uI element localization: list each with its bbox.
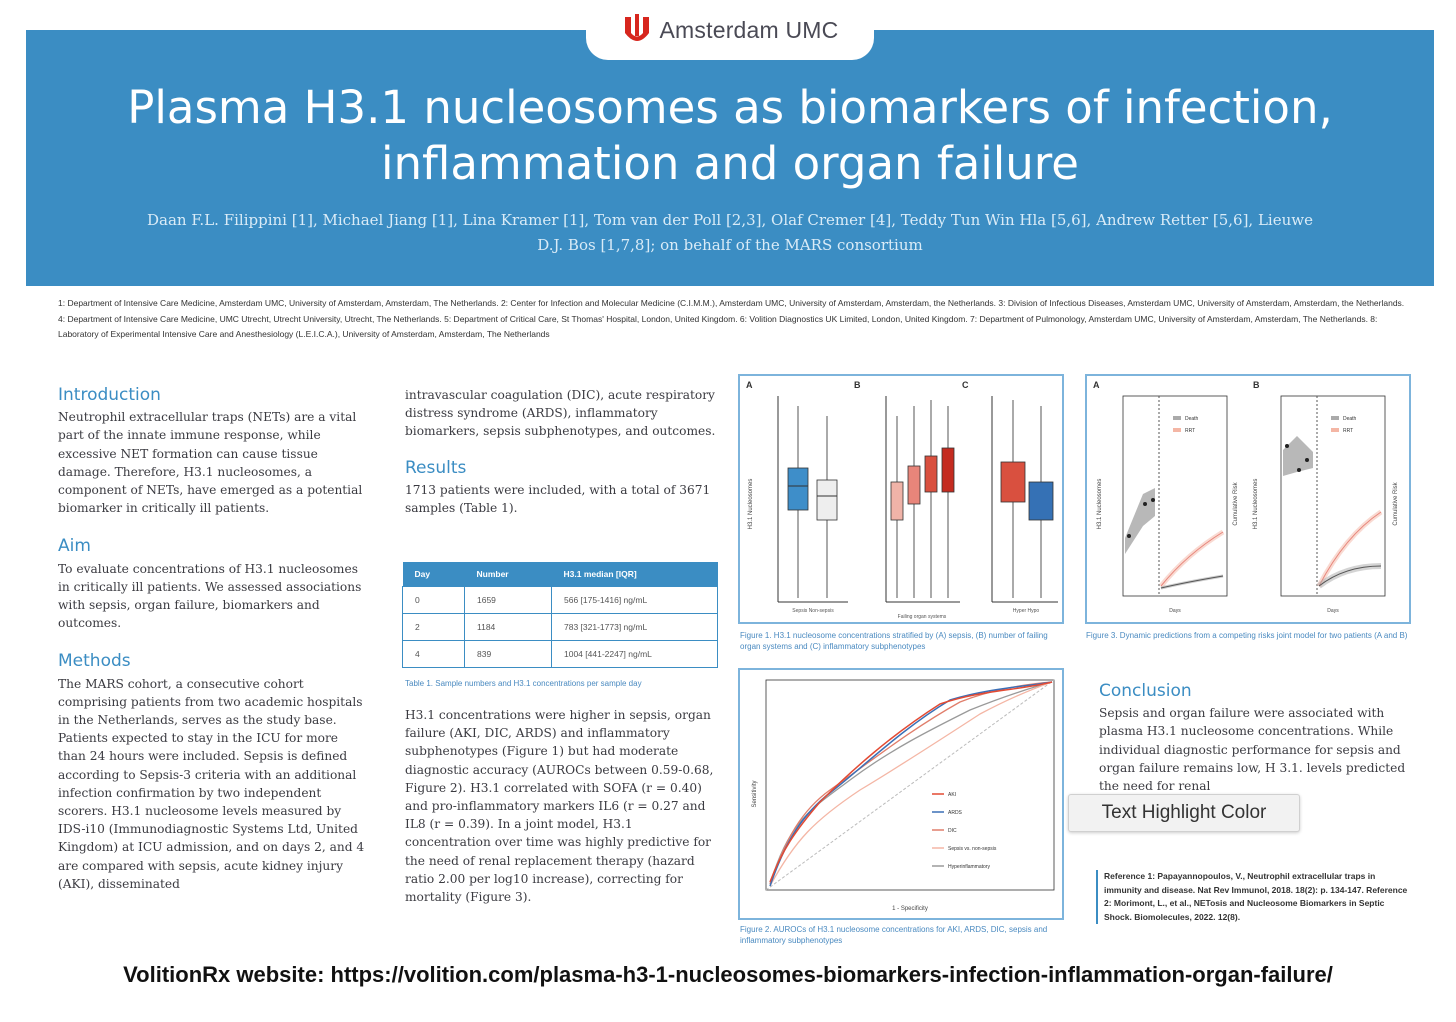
figure-1-caption: Figure 1. H3.1 nucleosome concentrations… [740, 631, 1048, 651]
legend-item: Sepsis vs. non-sepsis [948, 846, 997, 852]
roc-curve-hyperinflammatory [769, 681, 1053, 885]
box-hyper [1000, 461, 1026, 503]
x-axis-label: 1 - Specificity [892, 906, 928, 912]
table-cell: 783 [321-1773] ng/mL [551, 613, 718, 641]
introduction-text: Neutrophil extracellular traps (NETs) ar… [58, 410, 363, 516]
panel-label: A [746, 380, 753, 390]
logo-tab: Amsterdam UMC [586, 0, 874, 60]
conclusion-heading: Conclusion [1099, 681, 1192, 701]
conclusion-section: Conclusion Sepsis and organ failure were… [1099, 682, 1417, 795]
panel-label: A [1093, 380, 1100, 390]
y-axis-label-left-b: H3.1 Nucleosomes [1253, 479, 1259, 530]
table-cell: 0 [402, 586, 465, 614]
box-organ-1 [907, 465, 921, 505]
roc-curve-ards [769, 681, 1053, 887]
footer-source: VolitionRx website: https://volition.com… [123, 962, 1333, 987]
box-hypo [1028, 481, 1054, 521]
table-header-median: H3.1 median [IQR] [551, 562, 718, 587]
legend-item: ARDS [948, 810, 963, 816]
introduction-heading: Introduction [58, 385, 161, 405]
y-axis-label-left-a: H3.1 Nucleosomes [1097, 479, 1103, 530]
table-1: Day Number H3.1 median [IQR] 0 1659 566 … [402, 562, 718, 668]
methods-continued-text: intravascular coagulation (DIC), acute r… [405, 388, 716, 439]
roc-curve-aki [769, 681, 1053, 883]
figure-2-roc: Sensitivity AKI ARDS DIC Sepsis vs. non-… [752, 679, 1055, 912]
poster-title: Plasma H3.1 nucleosomes as biomarkers of… [60, 80, 1400, 192]
figure-1-boxplots: A B C H3.1 Nucleosomes Sepsis Non-sepsis… [746, 380, 1058, 620]
panel-label: B [854, 380, 861, 390]
x-axis-label-b: Failing organ systems [898, 614, 947, 620]
panel-label: B [1253, 380, 1260, 390]
box-non-sepsis [816, 479, 838, 521]
box-organ-2 [924, 455, 938, 493]
figure-1: A B C H3.1 Nucleosomes Sepsis Non-sepsis… [738, 374, 1064, 624]
authors-line-2: D.J. Bos [1,7,8]; on behalf of the MARS … [537, 236, 923, 254]
legend-item: AKI [948, 792, 956, 798]
table-1-caption: Table 1. Sample numbers and H3.1 concent… [405, 679, 642, 688]
title-line-1: Plasma H3.1 nucleosomes as biomarkers of… [127, 81, 1333, 134]
table-cell: 4 [402, 640, 465, 668]
figure-2-caption: Figure 2. AUROCs of H3.1 nucleosome conc… [740, 925, 1048, 945]
x-axis-label: Days [1169, 608, 1181, 614]
table-cell: 839 [464, 640, 552, 668]
x-axis-label-c: Hyper Hypo [1013, 608, 1040, 614]
figure-2: Sensitivity AKI ARDS DIC Sepsis vs. non-… [738, 668, 1064, 920]
x-axis-label-a: Sepsis Non-sepsis [792, 608, 834, 614]
results-text: 1713 patients were included, with a tota… [405, 482, 711, 516]
table-header-day: Day [402, 562, 465, 587]
figure-3: A B H3.1 Nucleosomes Cumulative Risk H3.… [1085, 374, 1411, 624]
results-heading: Results [405, 457, 467, 478]
box-organ-3 [941, 447, 955, 493]
table-cell: 1659 [464, 586, 552, 614]
table-cell: 1184 [464, 613, 552, 641]
legend-rrt: RRT [1343, 428, 1353, 434]
table-row: 2 1184 783 [321-1773] ng/mL [402, 613, 718, 641]
conclusion-text: Sepsis and organ failure were associated… [1099, 706, 1406, 794]
y-axis-label: Sensitivity [752, 780, 758, 807]
table-row: 0 1659 566 [175-1416] ng/mL [402, 586, 718, 614]
table-cell: 566 [175-1416] ng/mL [551, 586, 718, 614]
references: Reference 1: Papayannopoulos, V., Neutro… [1096, 870, 1408, 924]
text-highlight-color-tooltip: Text Highlight Color [1068, 794, 1300, 832]
x-axis-label: Days [1327, 608, 1339, 614]
aim-text: To evaluate concentrations of H3.1 nucle… [58, 561, 362, 631]
legend-rrt: RRT [1185, 428, 1195, 434]
legend-item: Hyperinflammatory [948, 864, 990, 870]
table-row: 4 839 1004 [441-2247] ng/mL [402, 640, 718, 668]
figure-3-caption: Figure 3. Dynamic predictions from a com… [1086, 631, 1408, 640]
panel-label: C [962, 380, 969, 390]
table-cell: 2 [402, 613, 465, 641]
table-cell: 1004 [441-2247] ng/mL [551, 640, 718, 668]
y-axis-label-right-b: Cumulative Risk [1393, 481, 1399, 525]
title-banner [26, 30, 1434, 286]
legend-death: Death [1185, 416, 1199, 422]
box-sepsis [787, 467, 809, 511]
legend-death: Death [1343, 416, 1357, 422]
y-axis-label: H3.1 Nucleosomes [748, 479, 754, 530]
authors: Daan F.L. Filippini [1], Michael Jiang [… [60, 208, 1400, 258]
figure-3-joint-model: A B H3.1 Nucleosomes Cumulative Risk H3.… [1093, 380, 1399, 614]
title-line-2: inflammation and organ failure [380, 137, 1079, 190]
aim-heading: Aim [58, 536, 91, 557]
results-body: H3.1 concentrations were higher in sepsi… [405, 706, 721, 906]
methods-text: The MARS cohort, a consecutive cohort co… [58, 676, 365, 891]
box-organ-0 [890, 481, 904, 521]
roc-legend: AKI ARDS DIC Sepsis vs. non-sepsis Hyper… [932, 792, 997, 870]
left-column: Introduction Neutrophil extracellular tr… [58, 386, 368, 893]
legend-item: DIC [948, 828, 957, 834]
table-header-number: Number [464, 562, 552, 587]
roc-curve-sepsis [769, 681, 1053, 887]
methods-heading: Methods [58, 651, 131, 672]
middle-column-top: intravascular coagulation (DIC), acute r… [405, 386, 720, 517]
affiliations: 1: Department of Intensive Care Medicine… [58, 298, 1405, 339]
amsterdam-umc-logo-icon [624, 14, 649, 41]
results-text-2: H3.1 concentrations were higher in sepsi… [405, 708, 714, 905]
logo-text: Amsterdam UMC [659, 16, 839, 43]
y-axis-label-right-a: Cumulative Risk [1233, 481, 1239, 525]
authors-line-1: Daan F.L. Filippini [1], Michael Jiang [… [147, 211, 1313, 229]
